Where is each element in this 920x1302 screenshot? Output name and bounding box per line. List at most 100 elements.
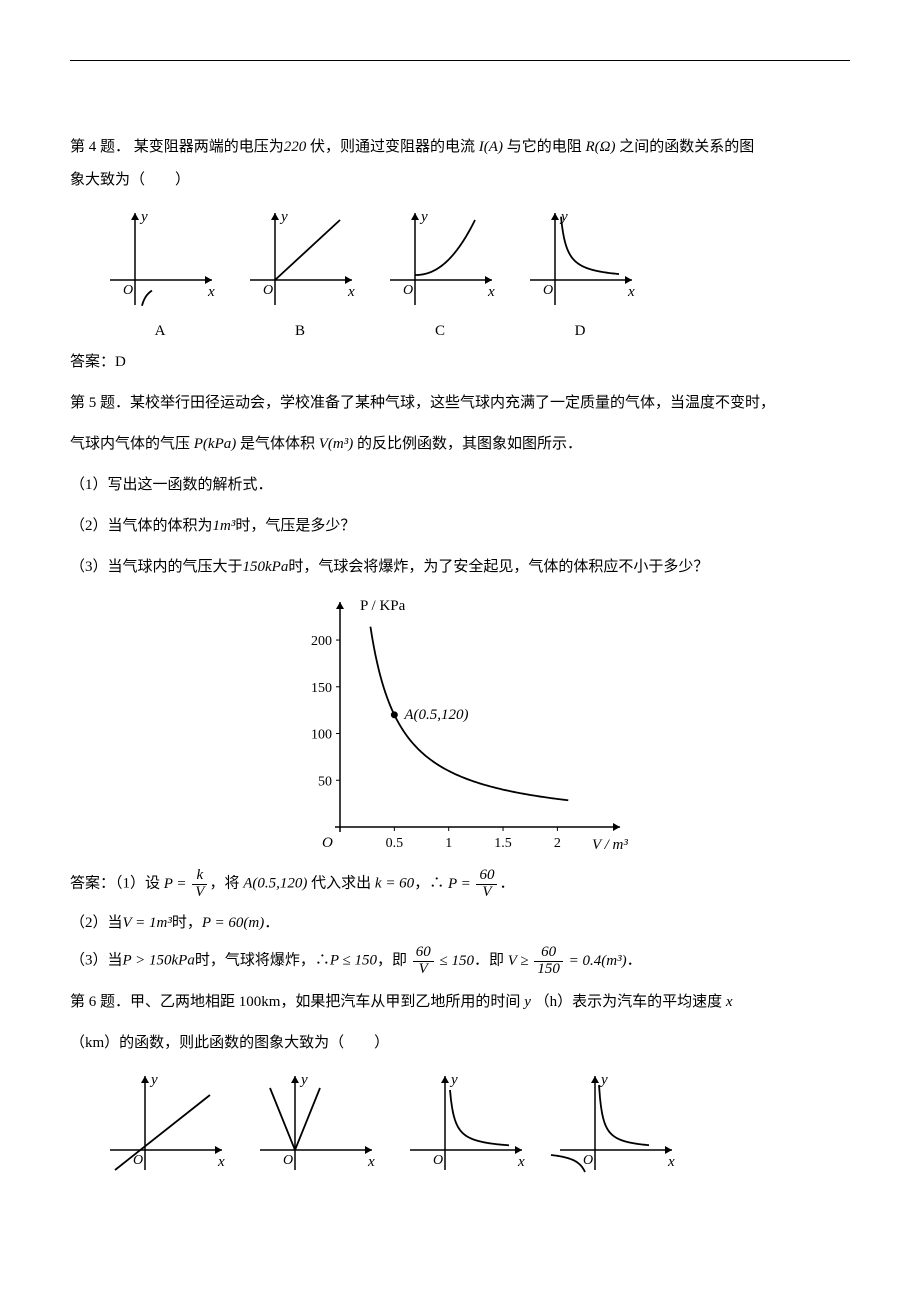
q4-i: I(A) (479, 139, 503, 155)
q5-sub1: （1）写出这一函数的解析式． (70, 469, 850, 502)
q4-t-a: 某变阻器两端的电压为 (134, 139, 284, 155)
q5-v: V(m³) (319, 436, 353, 452)
q4-r: R(Ω) (585, 139, 615, 155)
q5-a2p: P = 60(m) (202, 915, 264, 931)
svg-text:O: O (583, 1153, 593, 1168)
q5-ans2: （2）当V = 1m³时，P = 60(m)． (70, 909, 850, 938)
q5-a2a: （2）当 (70, 915, 123, 931)
q5-a2c: ． (264, 915, 279, 931)
q5-a1c: 代入求出 (311, 876, 371, 892)
svg-text:y: y (299, 1072, 308, 1088)
svg-text:2: 2 (554, 836, 561, 851)
svg-text:1: 1 (445, 836, 452, 851)
q5-a1b: ，将 (209, 876, 239, 892)
svg-text:O: O (283, 1153, 293, 1168)
svg-text:1.5: 1.5 (494, 836, 512, 851)
svg-text:O: O (322, 835, 333, 851)
q5-a3p: P > 150kPa (123, 953, 195, 969)
svg-text:y: y (139, 209, 148, 225)
q4-opt-c: C (380, 323, 500, 340)
q4-volt: 220 (284, 139, 307, 155)
q5-s2v: 1m³ (213, 518, 236, 534)
q4-t-c: 与它的电阻 (507, 139, 582, 155)
q6-graph-d: y x O (550, 1068, 680, 1178)
svg-text:O: O (263, 283, 273, 298)
svg-text:y: y (599, 1072, 608, 1088)
q5-text-1: 第 5 题．某校举行田径运动会，学校准备了某种气球，这些气球内充满了一定质量的气… (70, 387, 850, 420)
q5-a3c: ，即 (377, 953, 407, 969)
svg-text:100: 100 (311, 728, 332, 743)
svg-text:V / m³: V / m³ (592, 837, 628, 853)
q5-chart: P / KPaV / m³O501001502000.511.52A(0.5,1… (270, 592, 650, 862)
q5-s3a: （3）当气球内的气压大于 (70, 559, 243, 575)
q4-graphs: yxO yxO yxO yxO (100, 205, 850, 315)
svg-text:50: 50 (318, 774, 332, 789)
q5-a3e: ． (627, 953, 642, 969)
q5-a1k: k = 60 (375, 876, 414, 892)
svg-text:x: x (207, 284, 215, 300)
q4-opt-b: B (240, 323, 360, 340)
svg-text:y: y (279, 209, 288, 225)
q4-answer: 答案：D (70, 346, 850, 379)
svg-text:x: x (517, 1154, 525, 1170)
q6-x: x (726, 994, 733, 1010)
svg-text:P / KPa: P / KPa (360, 598, 406, 614)
q5-a1pt: A(0.5,120) (243, 876, 307, 892)
q5-a3d: ．即 (474, 953, 504, 969)
q6-graph-a: yxO (100, 1068, 230, 1178)
svg-text:x: x (347, 284, 355, 300)
q5-t2c: 的反比例函数，其图象如图所示． (357, 436, 582, 452)
q5-p: P(kPa) (194, 436, 236, 452)
q5-ans1: 答案：（1）设 P = kV，将 A(0.5,120) 代入求出 k = 60，… (70, 868, 850, 901)
q5-a3b: 时，气球将爆炸，∴ (195, 953, 330, 969)
svg-text:O: O (123, 283, 133, 298)
q5-s3p: 150kPa (243, 559, 289, 575)
q5-a2b: 时， (172, 915, 202, 931)
svg-text:x: x (667, 1154, 675, 1170)
q5-t1: 某校举行田径运动会，学校准备了某种气球，这些气球内充满了一定质量的气体，当温度不… (130, 395, 775, 411)
q6-t2: （km）的函数，则此函数的图象大致为（ ） (70, 1035, 389, 1051)
q4-text: 第 4 题． 某变阻器两端的电压为220 伏，则通过变阻器的电流 I(A) 与它… (70, 131, 850, 197)
q5-t2a: 气球内气体的气压 (70, 436, 190, 452)
q6-label: 第 6 题． (70, 994, 130, 1010)
q6-graphs: yxO yxO yxO yxO (100, 1068, 850, 1178)
q5-text-2: 气球内气体的气压 P(kPa) 是气体体积 V(m³) 的反比例函数，其图象如图… (70, 428, 850, 461)
q4-option-labels: A B C D (100, 323, 850, 340)
svg-text:x: x (367, 1154, 375, 1170)
svg-text:A(0.5,120): A(0.5,120) (403, 707, 468, 723)
q5-a1a: （1）设 (115, 876, 160, 892)
q5-a3a: （3）当 (70, 953, 123, 969)
q4-ans-val: D (115, 354, 126, 370)
q5-a1e: ． (499, 876, 514, 892)
q5-sub3: （3）当气球内的气压大于150kPa时，气球会将爆炸，为了安全起见，气体的体积应… (70, 551, 850, 584)
q5-a1d: ，∴ (414, 876, 444, 892)
q5-a3f2: V ≥ 60150 = 0.4(m³) (508, 953, 627, 969)
q5-a2v: V = 1m³ (123, 915, 172, 931)
svg-text:x: x (487, 284, 495, 300)
horizontal-rule (70, 60, 850, 61)
q4-ans-label: 答案： (70, 354, 115, 370)
svg-text:150: 150 (311, 681, 332, 696)
q4-t-e: 象大致为（ ） (70, 172, 190, 188)
q5-a1eq1: P = kV (164, 876, 210, 892)
svg-text:y: y (449, 1072, 458, 1088)
q4-t-b: 伏，则通过变阻器的电流 (310, 139, 475, 155)
q5-a3f1: 60V ≤ 150 (411, 953, 474, 969)
svg-text:O: O (543, 283, 553, 298)
q6-t1b: （h）表示为汽车的平均速度 (535, 994, 723, 1010)
q5-s2a: （2）当气体的体积为 (70, 518, 213, 534)
q4-opt-d: D (520, 323, 640, 340)
svg-text:x: x (217, 1154, 225, 1170)
q5-a1eq2: P = 60V (448, 876, 500, 892)
q5-s3b: 时，气球会将爆炸，为了安全起见，气体的体积应不小于多少？ (288, 559, 708, 575)
q5-sub2: （2）当气体的体积为1m³时，气压是多少？ (70, 510, 850, 543)
svg-text:O: O (403, 283, 413, 298)
svg-text:O: O (433, 1153, 443, 1168)
svg-text:x: x (627, 284, 635, 300)
svg-text:0.5: 0.5 (386, 836, 404, 851)
q4-opt-a: A (100, 323, 220, 340)
q6-graph-b: y x O (250, 1068, 380, 1178)
q5-ans3: （3）当P > 150kPa时，气球将爆炸，∴P ≤ 150，即 60V ≤ 1… (70, 945, 850, 978)
q5-s2b: 时，气压是多少？ (235, 518, 355, 534)
q4-graph-a: y x O (100, 205, 220, 315)
